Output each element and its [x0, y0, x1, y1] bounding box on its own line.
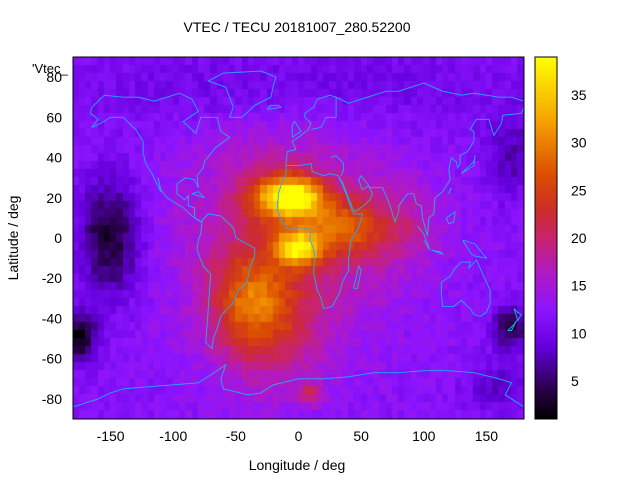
colorbar-tick-label: 15: [571, 278, 587, 294]
x-tick-label: -150: [97, 428, 125, 444]
colorbar-tick-label: 10: [571, 325, 587, 341]
colorbar-tick-label: 20: [571, 230, 587, 246]
x-tick-label: 50: [353, 428, 369, 444]
y-tick-label: 80: [46, 69, 62, 85]
vtec-heatmap: [73, 57, 524, 419]
y-tick-label: -60: [42, 351, 62, 367]
colorbar-tick-label: 5: [571, 373, 579, 389]
chart-title: VTEC / TECU 20181007_280.52200: [183, 19, 410, 35]
colorbar-tick-label: 35: [571, 87, 587, 103]
colorbar-tick-label: 30: [571, 135, 587, 151]
y-axis-label: Latitude / deg: [5, 196, 21, 281]
y-tick-label: 0: [54, 230, 62, 246]
y-tick-label: 40: [46, 150, 62, 166]
y-tick-label: 60: [46, 109, 62, 125]
y-tick-label: 20: [46, 190, 62, 206]
y-axis-ticks: -80 -60 -40 -20 0 20 40 60 80: [42, 69, 524, 407]
x-axis-label: Longitude / deg: [249, 457, 346, 473]
x-tick-label: -100: [159, 428, 187, 444]
x-tick-label: 0: [295, 428, 303, 444]
x-tick-label: 150: [475, 428, 499, 444]
y-tick-label: -40: [42, 310, 62, 326]
x-tick-label: 100: [412, 428, 436, 444]
y-tick-label: -80: [42, 391, 62, 407]
colorbar: [535, 57, 557, 419]
y-tick-label: -20: [42, 270, 62, 286]
x-tick-label: -50: [226, 428, 246, 444]
colorbar-tick-label: 25: [571, 182, 587, 198]
